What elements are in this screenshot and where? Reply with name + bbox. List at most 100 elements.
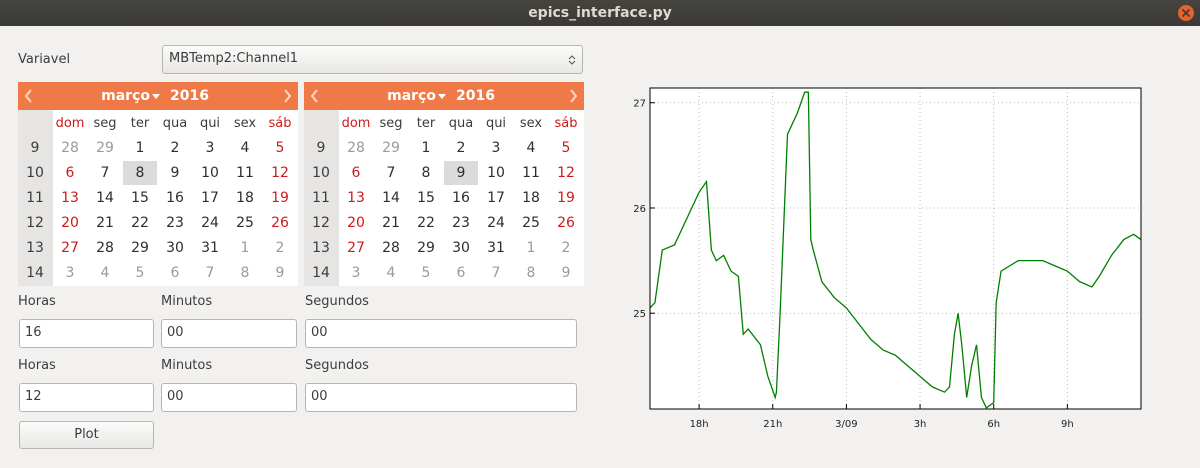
calendar-day[interactable]: 7 <box>100 165 110 181</box>
month-dropdown[interactable] <box>438 94 446 100</box>
minutes-input[interactable]: 00 <box>161 383 297 412</box>
calendar-day[interactable]: 17 <box>201 190 219 206</box>
calendar-day[interactable]: 4 <box>386 265 396 281</box>
calendar-day[interactable]: 20 <box>347 215 365 231</box>
calendar-day[interactable]: 9 <box>561 265 571 281</box>
calendar-day[interactable]: 30 <box>166 240 184 256</box>
calendar-day[interactable]: 9 <box>275 265 285 281</box>
calendar-day[interactable]: 24 <box>201 215 219 231</box>
calendar-day[interactable]: 16 <box>166 190 184 206</box>
calendar-month[interactable]: março <box>387 88 436 104</box>
calendar-day[interactable]: 1 <box>240 240 250 256</box>
calendar-day[interactable]: 19 <box>271 190 289 206</box>
calendar-day[interactable]: 16 <box>452 190 470 206</box>
calendar-day[interactable]: 28 <box>347 140 365 156</box>
month-dropdown[interactable] <box>152 94 160 100</box>
calendar-day[interactable]: 17 <box>487 190 505 206</box>
calendar-month[interactable]: março <box>101 88 150 104</box>
next-month[interactable] <box>568 89 578 103</box>
variable-combo[interactable]: MBTemp2:Channel1 <box>162 45 583 74</box>
hours-input[interactable]: 16 <box>19 319 154 348</box>
calendar-day[interactable]: 4 <box>240 140 250 156</box>
calendar-day[interactable]: 5 <box>561 140 571 156</box>
calendar-day[interactable]: 7 <box>205 265 215 281</box>
calendar-day[interactable]: 3 <box>491 140 501 156</box>
calendar-day[interactable]: 27 <box>347 240 365 256</box>
calendar-day[interactable]: 8 <box>526 265 536 281</box>
calendar-day[interactable]: 2 <box>456 140 466 156</box>
calendar-day[interactable]: 6 <box>170 265 180 281</box>
hours-input[interactable]: 12 <box>19 383 154 412</box>
calendar-day[interactable]: 25 <box>236 215 254 231</box>
calendar-day[interactable]: 23 <box>166 215 184 231</box>
calendar-day[interactable]: 5 <box>275 140 285 156</box>
calendar-day[interactable]: 1 <box>135 140 145 156</box>
calendar-day[interactable]: 31 <box>201 240 219 256</box>
calendar-day[interactable]: 8 <box>123 161 157 185</box>
calendar-day[interactable]: 4 <box>526 140 536 156</box>
calendar-day[interactable]: 3 <box>205 140 215 156</box>
next-month[interactable] <box>282 89 292 103</box>
seconds-input[interactable]: 00 <box>305 383 577 412</box>
calendar-day[interactable]: 5 <box>135 265 145 281</box>
calendar-day[interactable]: 3 <box>351 265 361 281</box>
calendar-day[interactable]: 14 <box>96 190 114 206</box>
calendar-day[interactable]: 1 <box>421 140 431 156</box>
calendar-day[interactable]: 9 <box>170 165 180 181</box>
calendar-day[interactable]: 29 <box>417 240 435 256</box>
plot-button[interactable]: Plot <box>19 421 154 449</box>
prev-month[interactable] <box>24 89 34 103</box>
calendar-day[interactable]: 25 <box>522 215 540 231</box>
calendar-day[interactable]: 21 <box>382 215 400 231</box>
calendar-day[interactable]: 27 <box>61 240 79 256</box>
calendar-day[interactable]: 14 <box>382 190 400 206</box>
calendar-day[interactable]: 15 <box>131 190 149 206</box>
seconds-input[interactable]: 00 <box>305 319 577 348</box>
calendar-day[interactable]: 19 <box>557 190 575 206</box>
calendar-day[interactable]: 23 <box>452 215 470 231</box>
calendar-year[interactable]: 2016 <box>170 88 209 104</box>
calendar-day[interactable]: 2 <box>170 140 180 156</box>
calendar-day[interactable]: 18 <box>522 190 540 206</box>
calendar-day[interactable]: 4 <box>100 265 110 281</box>
calendar-day[interactable]: 7 <box>386 165 396 181</box>
calendar-day[interactable]: 31 <box>487 240 505 256</box>
calendar-day[interactable]: 11 <box>236 165 254 181</box>
calendar-day[interactable]: 11 <box>522 165 540 181</box>
calendar-day[interactable]: 24 <box>487 215 505 231</box>
calendar-day[interactable]: 7 <box>491 265 501 281</box>
calendar-day[interactable]: 6 <box>65 165 75 181</box>
calendar-day[interactable]: 13 <box>347 190 365 206</box>
calendar-day[interactable]: 9 <box>444 161 478 185</box>
calendar-day[interactable]: 30 <box>452 240 470 256</box>
calendar-day[interactable]: 6 <box>351 165 361 181</box>
calendar-day[interactable]: 12 <box>271 165 289 181</box>
calendar-day[interactable]: 28 <box>382 240 400 256</box>
calendar-day[interactable]: 28 <box>96 240 114 256</box>
calendar-day[interactable]: 3 <box>65 265 75 281</box>
calendar-day[interactable]: 20 <box>61 215 79 231</box>
calendar-day[interactable]: 26 <box>557 215 575 231</box>
minutes-input[interactable]: 00 <box>161 319 297 348</box>
calendar-day[interactable]: 26 <box>271 215 289 231</box>
calendar-day[interactable]: 2 <box>561 240 571 256</box>
calendar-day[interactable]: 29 <box>382 140 400 156</box>
calendar-day[interactable]: 8 <box>240 265 250 281</box>
calendar-day[interactable]: 2 <box>275 240 285 256</box>
calendar-year[interactable]: 2016 <box>456 88 495 104</box>
calendar-day[interactable]: 21 <box>96 215 114 231</box>
prev-month[interactable] <box>310 89 320 103</box>
calendar-day[interactable]: 15 <box>417 190 435 206</box>
calendar-day[interactable]: 29 <box>96 140 114 156</box>
calendar-day[interactable]: 12 <box>557 165 575 181</box>
calendar-day[interactable]: 10 <box>201 165 219 181</box>
calendar-day[interactable]: 10 <box>487 165 505 181</box>
calendar-day[interactable]: 22 <box>417 215 435 231</box>
calendar-day[interactable]: 8 <box>421 165 431 181</box>
calendar-day[interactable]: 28 <box>61 140 79 156</box>
calendar-day[interactable]: 6 <box>456 265 466 281</box>
calendar-day[interactable]: 22 <box>131 215 149 231</box>
calendar-day[interactable]: 13 <box>61 190 79 206</box>
calendar-day[interactable]: 18 <box>236 190 254 206</box>
calendar-day[interactable]: 1 <box>526 240 536 256</box>
